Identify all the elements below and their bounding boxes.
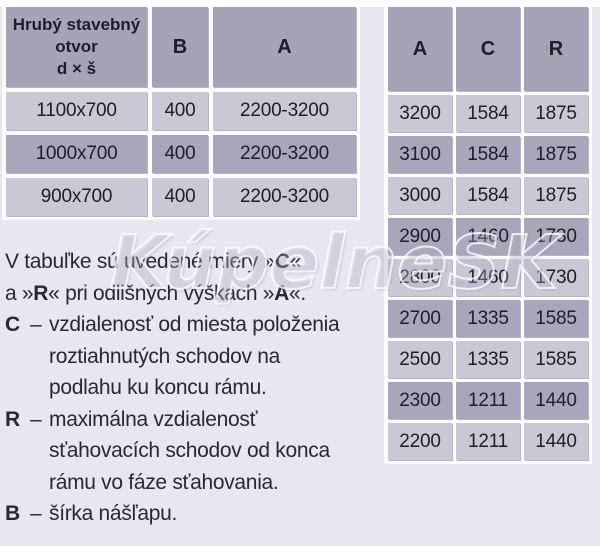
- right-table-cell: 1335: [456, 341, 520, 378]
- definition-key: R: [5, 407, 20, 431]
- definition-text: vzdialenosť od miesta položenia roztiahnu…: [49, 313, 340, 399]
- right-table-cell: 1460: [456, 218, 520, 255]
- note-intro-line: V tabuľke sú uvedené miery »C«: [5, 250, 301, 273]
- right-table-cell: 1460: [456, 259, 520, 296]
- left-table-cell: 2200-3200: [213, 178, 356, 216]
- right-table-cell: 3000: [388, 177, 452, 214]
- right-table-cell: 1211: [456, 382, 520, 419]
- right-table-header-A: A: [388, 7, 452, 91]
- right-table-cell: 2800: [388, 259, 452, 296]
- left-table-cell: 400: [152, 135, 208, 173]
- legend-notes: V tabuľke sú uvedené miery »C« a »R« pri …: [5, 246, 387, 530]
- right-table-cell: 2500: [388, 341, 452, 378]
- right-table-cell: 1730: [524, 259, 588, 296]
- left-table-header-B: B: [152, 7, 208, 87]
- note-intro-line: a »R« pri odlišných výškach »A«.: [5, 281, 306, 305]
- right-table-cell: 1585: [524, 341, 588, 378]
- definition-B: B – šírka nášľapu.: [5, 498, 387, 530]
- right-table-cell: 2900: [388, 218, 452, 255]
- right-table-cell: 1584: [456, 136, 520, 173]
- right-table-cell: 1584: [456, 95, 520, 132]
- left-table-cell: 400: [152, 92, 208, 130]
- right-table-cell: 1440: [524, 423, 588, 460]
- definition-key: C: [5, 313, 20, 336]
- right-table-cell: 1875: [524, 95, 588, 132]
- right-table-cell: 1211: [456, 423, 520, 460]
- header-line: Hrubý stavebný: [12, 15, 141, 34]
- header-line: d × š: [56, 59, 97, 78]
- definition-C: C – vzdialenosť od miesta položenia roztiah…: [5, 309, 387, 404]
- left-table-cell: 400: [152, 178, 208, 216]
- right-table-cell: 2700: [388, 300, 452, 337]
- right-table-cell: 1335: [456, 300, 520, 337]
- right-table-cell: 1875: [524, 136, 588, 173]
- left-table-cell: 2200-3200: [213, 92, 356, 130]
- definition-R: R – maximálna vzdialenosť sťahovacích schod…: [5, 404, 387, 499]
- right-table-cell: 1585: [524, 300, 588, 337]
- right-table-cell: 3100: [388, 136, 452, 173]
- definition-dash: –: [30, 407, 42, 431]
- right-table-cell: 2300: [388, 382, 452, 419]
- left-table-cell: 1000x700: [6, 135, 147, 173]
- header-line: otvor: [55, 37, 98, 56]
- right-table-header-C: C: [456, 7, 520, 91]
- right-table-header-R: R: [524, 7, 588, 91]
- right-table-cell: 3200: [388, 95, 452, 132]
- left-table-cell: 900x700: [6, 178, 147, 216]
- left-table-cell: 1100x700: [6, 92, 147, 130]
- right-table-cell: 1875: [524, 177, 588, 214]
- right-table-cell: 1584: [456, 177, 520, 214]
- acr-dimensions-table: A C R 3200 1584 1875 3100 1584 1875 3000 1584 1875 2…: [384, 3, 592, 464]
- left-table-header-opening: Hrubý stavebný otvor d × š: [6, 7, 147, 87]
- right-table-cell: 2200: [388, 423, 452, 460]
- definition-dash: –: [30, 313, 42, 336]
- left-table-cell: 2200-3200: [213, 135, 356, 173]
- right-table-cell: 1440: [524, 382, 588, 419]
- rough-opening-table: Hrubý stavebný otvor d × š B A 1100x700 400 220…: [2, 3, 360, 220]
- definition-dash: –: [30, 502, 42, 525]
- right-table-cell: 1730: [524, 218, 588, 255]
- left-table-header-A: A: [213, 7, 356, 87]
- definition-text: šírka nášľapu.: [49, 502, 177, 525]
- definition-key: B: [5, 502, 20, 525]
- definition-text: maximálna vzdialenosť sťahovacích schodov…: [49, 407, 330, 494]
